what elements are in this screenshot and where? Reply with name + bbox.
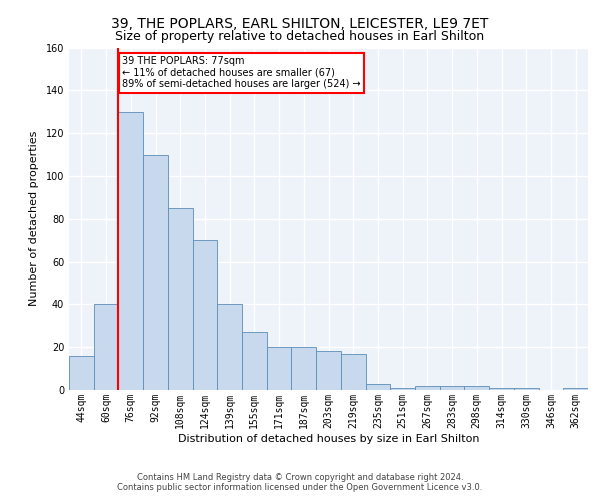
Bar [415,386,440,390]
Bar [292,347,316,390]
Bar [118,112,143,390]
Bar [143,154,168,390]
Bar [217,304,242,390]
Bar [563,388,588,390]
Y-axis label: Number of detached properties: Number of detached properties [29,131,38,306]
Text: 39 THE POPLARS: 77sqm
← 11% of detached houses are smaller (67)
89% of semi-deta: 39 THE POPLARS: 77sqm ← 11% of detached … [122,56,361,90]
Text: Contains HM Land Registry data © Crown copyright and database right 2024.
Contai: Contains HM Land Registry data © Crown c… [118,473,482,492]
Bar [514,388,539,390]
Bar [341,354,365,390]
Text: 39, THE POPLARS, EARL SHILTON, LEICESTER, LE9 7ET: 39, THE POPLARS, EARL SHILTON, LEICESTER… [112,18,488,32]
X-axis label: Distribution of detached houses by size in Earl Shilton: Distribution of detached houses by size … [178,434,479,444]
Bar [440,386,464,390]
Bar [365,384,390,390]
Text: Size of property relative to detached houses in Earl Shilton: Size of property relative to detached ho… [115,30,485,43]
Bar [464,386,489,390]
Bar [193,240,217,390]
Bar [390,388,415,390]
Bar [69,356,94,390]
Bar [316,352,341,390]
Bar [489,388,514,390]
Bar [267,347,292,390]
Bar [168,208,193,390]
Bar [94,304,118,390]
Bar [242,332,267,390]
